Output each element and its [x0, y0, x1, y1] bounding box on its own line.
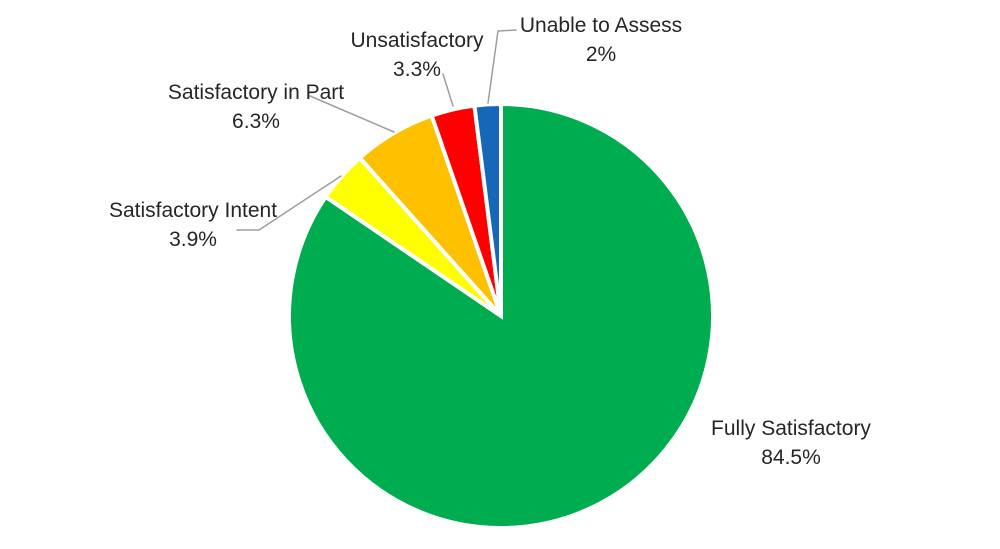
- slice-label-unable-to-assess: Unable to Assess 2%: [520, 11, 682, 69]
- leader-line-unable-to-assess: [487, 29, 517, 104]
- slice-label-unsatisfactory: Unsatisfactory 3.3%: [350, 26, 483, 84]
- slice-label-unable-to-assess-percent: 2%: [585, 43, 617, 66]
- slice-label-satisfactory-intent-name: Satisfactory Intent: [108, 199, 278, 222]
- slice-label-unable-to-assess-name: Unable to Assess: [519, 14, 683, 37]
- slice-label-satisfactory-intent-percent: 3.9%: [169, 228, 217, 251]
- slice-label-satisfactory-in-part-percent: 6.3%: [232, 110, 280, 133]
- slice-label-satisfactory-intent: Satisfactory Intent 3.9%: [109, 196, 277, 254]
- leader-line-unsatisfactory: [442, 73, 454, 107]
- slice-label-fully-satisfactory-percent: 84.5%: [761, 446, 821, 469]
- slice-label-fully-satisfactory-name: Fully Satisfactory: [711, 417, 871, 440]
- slice-label-satisfactory-in-part: Satisfactory in Part 6.3%: [168, 78, 344, 136]
- pie-slice-unable-to-assess: [472, 101, 503, 317]
- leader-line-satisfactory-intent: [236, 175, 342, 231]
- slice-label-unsatisfactory-percent: 3.3%: [393, 58, 441, 81]
- slice-label-fully-satisfactory: Fully Satisfactory 84.5%: [711, 414, 871, 472]
- slice-label-satisfactory-in-part-name: Satisfactory in Part: [167, 81, 345, 104]
- leader-line-satisfactory-in-part: [309, 95, 395, 133]
- slice-label-unsatisfactory-name: Unsatisfactory: [350, 29, 484, 52]
